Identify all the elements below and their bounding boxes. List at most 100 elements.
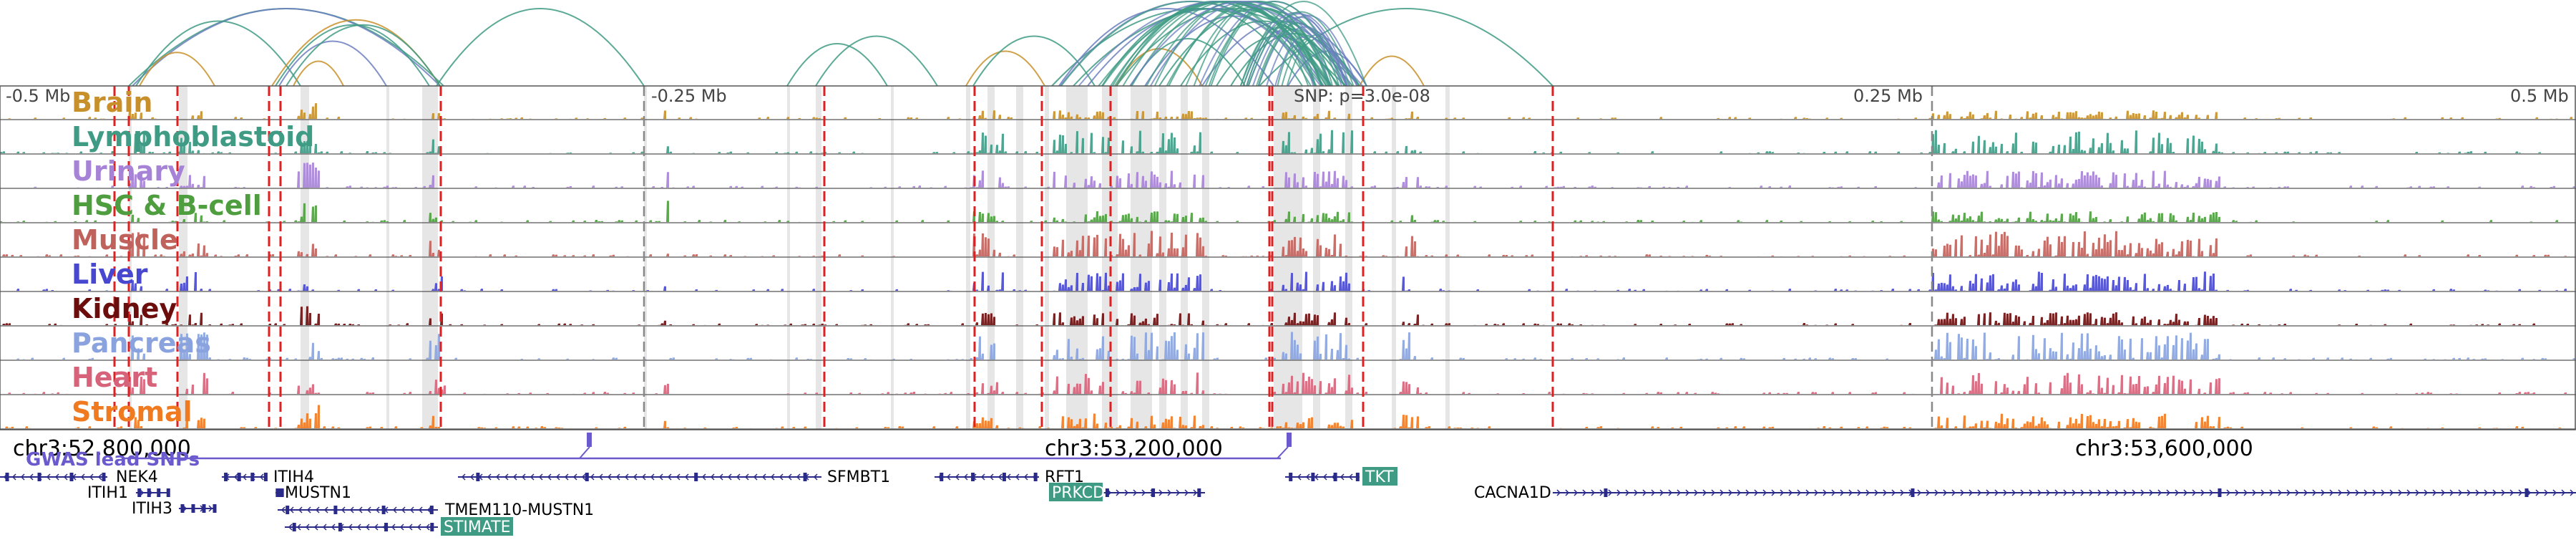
- highlight-bands: [129, 86, 1450, 430]
- gene-exon: [5, 473, 9, 481]
- gwas-label: GWAS lead SNPs: [26, 449, 200, 471]
- track-signal: [0, 231, 2576, 256]
- highlight-band: [1202, 86, 1209, 430]
- gene-exon: [180, 504, 185, 513]
- gene-exon: [191, 504, 195, 513]
- highlight-band: [987, 86, 995, 430]
- chromatin-loops: [128, 1, 1553, 87]
- gene-label: ITIH1: [87, 484, 128, 502]
- gene-exon: [1911, 488, 1915, 497]
- gene-label-bg: [1362, 467, 1397, 486]
- track-label: Urinary: [72, 155, 185, 187]
- gene-exon: [213, 504, 217, 513]
- tracks-frame: [0, 85, 2576, 430]
- peak-lines: [0, 85, 2576, 430]
- track-signal: [0, 163, 2576, 188]
- loop-arc: [1242, 21, 1330, 87]
- gene-exon: [263, 473, 268, 481]
- gene-exon: [224, 473, 228, 481]
- gene-exon: [585, 473, 589, 481]
- snp-label: SNP: p=3.0e-08: [1294, 86, 1430, 106]
- gene-exon: [940, 473, 944, 481]
- track-signal: [0, 332, 2576, 360]
- gene-label: PRKCD: [1052, 484, 1105, 502]
- gene-exon: [2218, 488, 2222, 497]
- highlight-band: [1445, 86, 1450, 430]
- gene-label: MUSTN1: [285, 484, 351, 502]
- gene-label: ITIH3: [132, 500, 172, 518]
- gene-label: NEK4: [116, 468, 158, 486]
- gene-exon: [286, 506, 290, 514]
- gene-label: STIMATE: [444, 519, 511, 536]
- gene-label: ITIH4: [273, 468, 314, 486]
- gene-exon: [1105, 488, 1109, 497]
- loop-arc: [1239, 1, 1367, 87]
- loop-arc: [1359, 55, 1425, 87]
- gene-exon: [202, 504, 206, 513]
- highlight-band: [422, 86, 438, 430]
- gene-exon: [37, 473, 42, 481]
- loop-arc: [132, 8, 441, 87]
- gene-exon: [333, 506, 338, 514]
- loop-arc: [1230, 33, 1360, 87]
- gene-exon: [1311, 473, 1315, 481]
- gwas-track: GWAS lead SNPs: [26, 433, 1292, 471]
- track-label: Kidney: [72, 293, 177, 324]
- gene-label: TMEM110-MUSTN1: [444, 501, 594, 519]
- gwas-snp-marker: [587, 433, 592, 447]
- loop-arc: [1277, 44, 1317, 87]
- coordinate-axis: chr3:52,800,000 chr3:53,200,000 chr3:53,…: [13, 436, 2253, 461]
- loop-arc: [1256, 22, 1340, 87]
- coord-left: chr3:52,800,000: [13, 436, 191, 461]
- gene-label-bg: [1049, 483, 1103, 501]
- gene-exon: [157, 488, 161, 497]
- track-label: HSC & B-cell: [72, 190, 262, 221]
- coord-right: chr3:53,600,000: [2075, 436, 2253, 461]
- track-signal: [0, 306, 2576, 325]
- loop-arc: [786, 43, 888, 87]
- gene-exon: [384, 523, 389, 531]
- gene-label: CACNA1D: [1474, 484, 1551, 502]
- highlight-band: [386, 86, 389, 430]
- highlight-band: [1313, 86, 1320, 430]
- track-label: Lymphoblastoid: [72, 121, 314, 153]
- loop-arc: [965, 50, 1045, 87]
- scale-label-right: 0.5 Mb: [2510, 86, 2569, 106]
- highlight-band: [1392, 86, 1396, 430]
- track-label: Brain: [72, 87, 152, 118]
- loop-arc: [1058, 8, 1274, 87]
- gwas-snp-marker: [1287, 433, 1292, 447]
- gene-exon: [476, 473, 480, 481]
- highlight-band: [1045, 86, 1049, 430]
- gene-exon: [137, 488, 142, 497]
- loop-arc: [1129, 1, 1359, 87]
- highlight-band: [1345, 86, 1352, 430]
- gene-exon: [1033, 473, 1038, 481]
- gene-exon: [1604, 488, 1608, 497]
- loop-arc: [278, 40, 387, 87]
- gene-exon: [237, 473, 241, 481]
- highlight-band: [966, 86, 970, 430]
- gene-exon: [803, 473, 807, 481]
- highlight-band: [129, 86, 132, 430]
- loop-arc: [1113, 1, 1332, 87]
- gene-exon: [1002, 473, 1006, 481]
- scale-bar: -0.5 Mb -0.25 Mb SNP: p=3.0e-08 0.25 Mb …: [6, 86, 2569, 106]
- gene-exon: [430, 523, 434, 531]
- loop-arc: [1247, 11, 1355, 87]
- track-label: Liver: [72, 259, 148, 290]
- scale-label-left: -0.5 Mb: [6, 86, 70, 106]
- gene-exon: [69, 473, 74, 481]
- scale-label-right-mid: 0.25 Mb: [1853, 86, 1923, 106]
- gene-exon: [2524, 488, 2529, 497]
- track-label: Pancreas: [72, 327, 211, 359]
- track-signal: [0, 103, 2576, 119]
- gene-exon: [694, 473, 698, 481]
- gene-exon: [250, 473, 255, 481]
- loop-arc: [436, 8, 645, 87]
- track-label: Stromal: [72, 396, 192, 428]
- loop-arc: [815, 35, 938, 87]
